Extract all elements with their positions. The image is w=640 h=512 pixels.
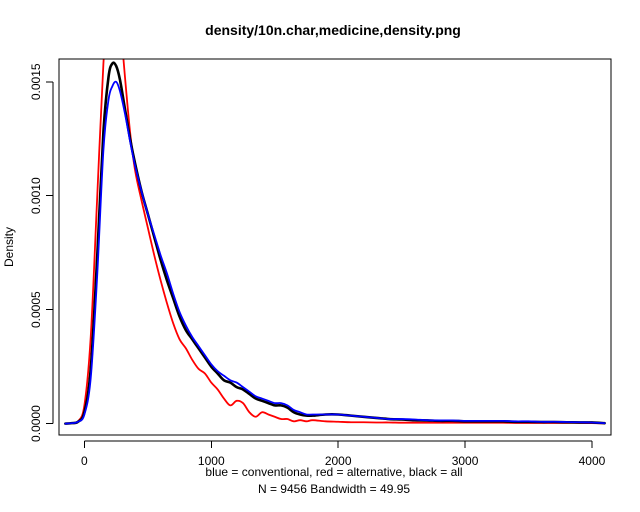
y-tick-label: 0.0015 — [29, 63, 43, 100]
y-tick-label: 0.0010 — [29, 177, 43, 214]
y-tick-label: 0.0000 — [29, 405, 43, 442]
black-density-line — [64, 61, 606, 425]
y-axis: 0.0000 0.0005 0.0010 0.0015 — [29, 63, 54, 442]
plot-content — [64, 59, 606, 425]
x-tick-label: 4000 — [579, 454, 606, 468]
x-axis-label: blue = conventional, red = alternative, … — [205, 465, 462, 479]
y-tick-label: 0.0005 — [29, 291, 43, 328]
x-tick-label: 2000 — [325, 454, 352, 468]
plot-frame — [58, 58, 612, 436]
x-tick-label: 0 — [81, 454, 88, 468]
x-tick-label: 3000 — [452, 454, 479, 468]
chart-title: density/10n.char,medicine,density.png — [205, 22, 461, 38]
x-tick-label: 1000 — [198, 454, 225, 468]
blue-density-line — [64, 80, 606, 425]
y-axis-label: Density — [2, 227, 16, 267]
x-axis: 0 1000 2000 3000 4000 — [81, 440, 606, 468]
bandwidth-note: N = 9456 Bandwidth = 49.95 — [258, 482, 410, 496]
red-density-line — [64, 59, 606, 425]
